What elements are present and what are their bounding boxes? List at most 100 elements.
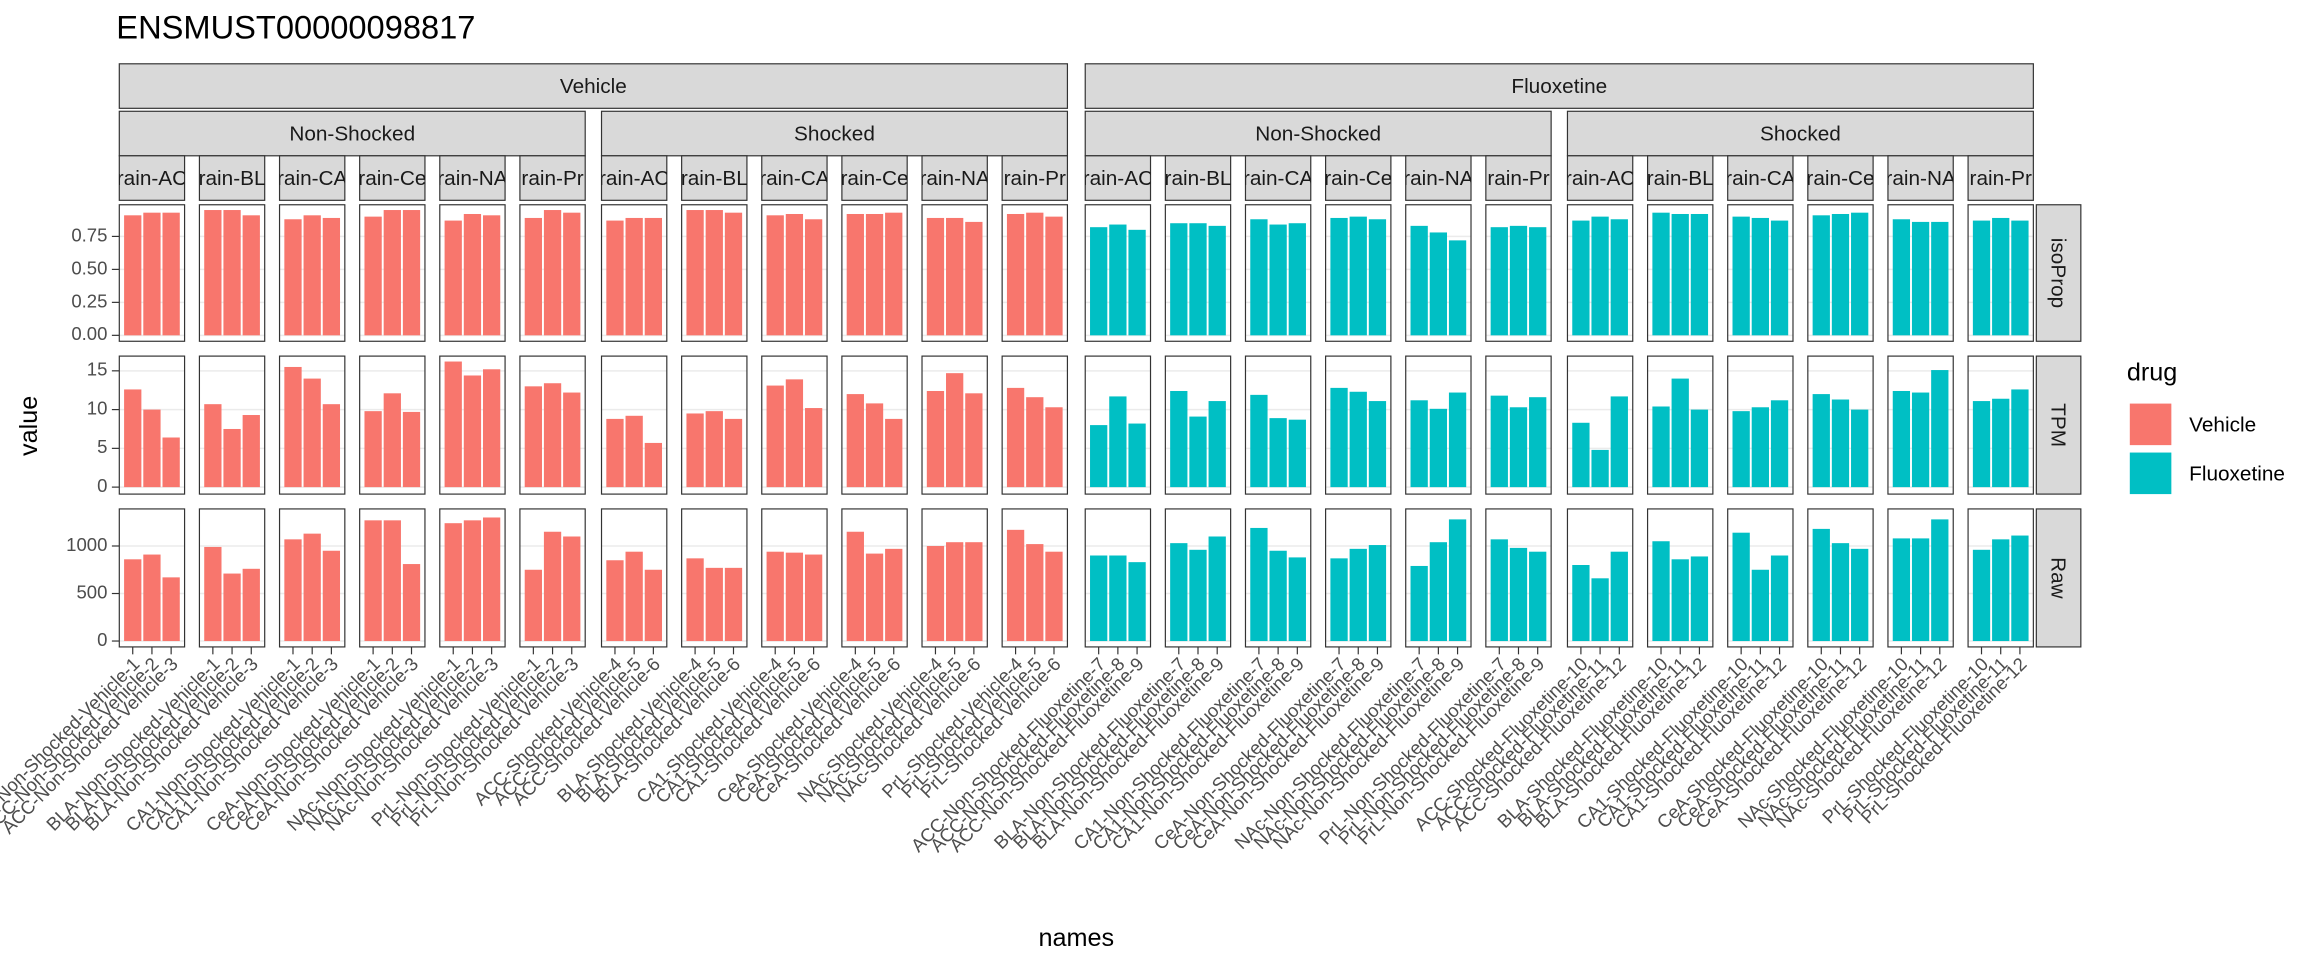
bar bbox=[383, 393, 401, 488]
y-tick-label: 0 bbox=[97, 475, 107, 496]
bar bbox=[926, 390, 945, 488]
region-strip-bg bbox=[761, 155, 828, 201]
bar bbox=[644, 442, 663, 488]
bar bbox=[1529, 397, 1547, 488]
bar bbox=[1671, 213, 1689, 336]
region-strip-bg bbox=[1164, 155, 1232, 201]
bar bbox=[444, 361, 462, 488]
bar bbox=[1448, 392, 1467, 488]
region-strip-bg bbox=[600, 155, 668, 201]
panel-border bbox=[1646, 204, 1714, 342]
region-strip: rain-BL bbox=[1165, 167, 1232, 190]
panel-border bbox=[1727, 204, 1794, 342]
bar bbox=[143, 409, 161, 488]
panel-border bbox=[1887, 204, 1954, 342]
bar bbox=[965, 221, 983, 336]
y-tick-label: 5 bbox=[97, 436, 107, 457]
bar bbox=[1208, 225, 1226, 336]
bar bbox=[383, 520, 401, 642]
region-strip: rain-NA bbox=[437, 167, 508, 190]
bar bbox=[686, 413, 704, 488]
bar bbox=[606, 418, 624, 488]
bar bbox=[124, 215, 142, 336]
drug-strip: Vehicle bbox=[560, 75, 627, 98]
shock-strip: Non-Shocked bbox=[289, 123, 415, 146]
bar bbox=[885, 418, 903, 488]
bar bbox=[1572, 220, 1590, 336]
region-strip: rain-AC bbox=[599, 167, 669, 190]
bar bbox=[322, 550, 341, 642]
bar bbox=[1911, 538, 1930, 642]
bar bbox=[1690, 409, 1709, 488]
shock-strip-clip: Non-Shocked bbox=[1255, 123, 1381, 146]
region-strip-clip: rain-Pr bbox=[521, 167, 583, 190]
bar bbox=[303, 378, 321, 488]
y-tick-label: 15 bbox=[87, 359, 108, 380]
row-strip-bg bbox=[2035, 355, 2082, 495]
bar bbox=[1652, 212, 1670, 336]
bar bbox=[1812, 394, 1830, 488]
panel-border bbox=[1807, 204, 1874, 342]
shock-strip-clip: Shocked bbox=[794, 123, 875, 146]
shock-strip: Shocked bbox=[794, 123, 875, 146]
bar bbox=[364, 520, 382, 642]
bar bbox=[1429, 232, 1448, 336]
bar bbox=[1610, 219, 1628, 336]
y-tick-label: 1000 bbox=[66, 534, 107, 555]
bar bbox=[563, 536, 581, 642]
shock-strip-clip: Non-Shocked bbox=[289, 123, 415, 146]
bar bbox=[1851, 212, 1869, 336]
bar bbox=[242, 215, 260, 336]
bar bbox=[223, 573, 241, 642]
bar bbox=[804, 408, 823, 488]
bar bbox=[1288, 557, 1306, 642]
panel-border bbox=[1887, 355, 1954, 495]
bar bbox=[563, 212, 581, 336]
y-tick-label: 0.50 bbox=[71, 257, 107, 278]
y-tick-label: 500 bbox=[77, 581, 108, 602]
bar bbox=[322, 217, 341, 336]
bar bbox=[1410, 565, 1428, 642]
panel-border bbox=[1325, 204, 1392, 342]
bar bbox=[705, 411, 723, 488]
region-strip-bg bbox=[1485, 155, 1552, 201]
bar bbox=[1831, 213, 1850, 336]
bar bbox=[625, 217, 643, 336]
bar bbox=[482, 517, 501, 642]
shock-strip-bg bbox=[600, 110, 1069, 157]
bar bbox=[1751, 217, 1769, 336]
region-strip-clip: rain-CA bbox=[1728, 167, 1793, 190]
bar bbox=[1128, 562, 1146, 642]
bar bbox=[1269, 418, 1287, 488]
panel-border bbox=[1405, 355, 1472, 495]
bar bbox=[885, 548, 903, 642]
bar bbox=[2011, 535, 2029, 642]
bar bbox=[1045, 216, 1063, 336]
region-strip-bg bbox=[681, 155, 748, 201]
panel-border bbox=[1967, 204, 2034, 342]
bar bbox=[143, 554, 161, 642]
bar bbox=[543, 383, 562, 488]
region-strip-clip: rain-NA bbox=[922, 167, 987, 190]
bar bbox=[124, 559, 142, 642]
panel-border bbox=[1727, 355, 1794, 495]
panel-border bbox=[1084, 204, 1152, 342]
bar bbox=[303, 215, 321, 336]
bar bbox=[543, 210, 562, 336]
bar bbox=[1269, 224, 1287, 336]
panel-border bbox=[1001, 355, 1069, 495]
bar bbox=[2011, 389, 2029, 488]
panel-border bbox=[1566, 204, 1634, 342]
bar bbox=[1368, 401, 1387, 488]
panel-border bbox=[1244, 355, 1312, 495]
bar bbox=[1751, 569, 1769, 642]
bar bbox=[1429, 408, 1448, 488]
bar bbox=[402, 210, 421, 336]
bar bbox=[846, 531, 864, 642]
bar bbox=[1770, 400, 1789, 488]
bar bbox=[1368, 219, 1387, 336]
bar bbox=[1349, 391, 1367, 488]
region-strip-bg bbox=[198, 155, 266, 201]
